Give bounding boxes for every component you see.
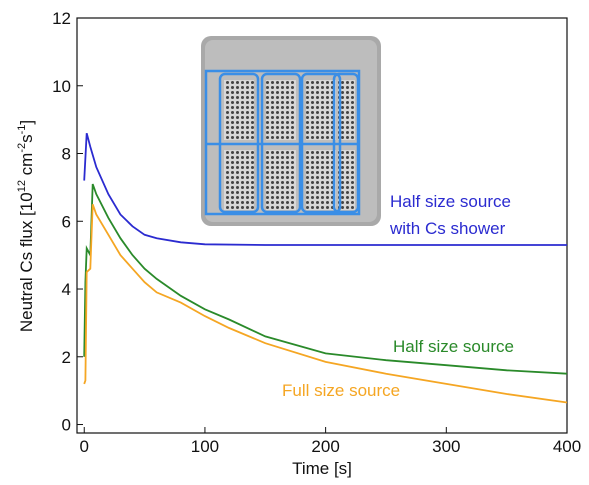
x-tick-label: 0 [80, 437, 89, 456]
inset-photo [201, 36, 381, 226]
y-tick-label: 10 [52, 77, 71, 96]
y-tick-label: 6 [62, 212, 71, 231]
y-tick-label: 4 [62, 280, 71, 299]
plot-frame [76, 17, 568, 434]
y-axis-label: Neutral Cs flux [1012 cm-2s-1] [16, 120, 36, 332]
annotation: with Cs shower [389, 219, 506, 238]
annotation: Half size source [390, 192, 511, 211]
x-tick-label: 300 [432, 437, 460, 456]
y-tick-label: 0 [62, 416, 71, 435]
x-axis-label: Time [s] [292, 459, 352, 478]
series-line [83, 132, 567, 246]
annotation: Half size source [393, 337, 514, 356]
annotation: Full size source [282, 381, 400, 400]
x-tick-label: 400 [553, 437, 581, 456]
series-line [83, 204, 568, 404]
y-tick-label: 2 [62, 348, 71, 367]
x-tick-label: 200 [311, 437, 339, 456]
x-tick-label: 100 [191, 437, 219, 456]
y-tick-label: 8 [62, 145, 71, 164]
y-tick-label: 12 [52, 9, 71, 28]
